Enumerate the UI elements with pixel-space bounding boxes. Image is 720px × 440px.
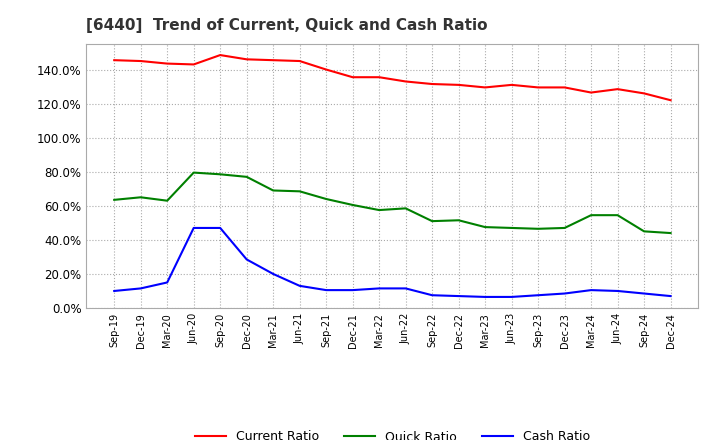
Current Ratio xyxy=(401,79,410,84)
Current Ratio xyxy=(295,59,304,64)
Cash Ratio xyxy=(666,293,675,299)
Current Ratio xyxy=(640,91,649,96)
Quick Ratio xyxy=(163,198,171,203)
Cash Ratio xyxy=(454,293,463,299)
Cash Ratio xyxy=(243,257,251,262)
Current Ratio xyxy=(136,59,145,64)
Quick Ratio xyxy=(481,224,490,230)
Quick Ratio xyxy=(348,202,357,208)
Quick Ratio xyxy=(534,226,542,231)
Quick Ratio xyxy=(243,174,251,180)
Current Ratio xyxy=(613,87,622,92)
Cash Ratio xyxy=(613,288,622,293)
Quick Ratio xyxy=(560,225,569,231)
Current Ratio xyxy=(375,74,384,80)
Quick Ratio xyxy=(110,197,119,202)
Quick Ratio xyxy=(666,231,675,236)
Legend: Current Ratio, Quick Ratio, Cash Ratio: Current Ratio, Quick Ratio, Cash Ratio xyxy=(189,425,595,440)
Current Ratio xyxy=(534,85,542,90)
Quick Ratio xyxy=(454,218,463,223)
Cash Ratio xyxy=(322,287,330,293)
Cash Ratio xyxy=(189,225,198,231)
Current Ratio xyxy=(243,57,251,62)
Cash Ratio xyxy=(269,271,277,277)
Quick Ratio xyxy=(189,170,198,175)
Quick Ratio xyxy=(322,196,330,202)
Cash Ratio xyxy=(560,291,569,296)
Quick Ratio xyxy=(295,189,304,194)
Line: Quick Ratio: Quick Ratio xyxy=(114,172,670,233)
Current Ratio xyxy=(189,62,198,67)
Line: Cash Ratio: Cash Ratio xyxy=(114,228,670,297)
Current Ratio xyxy=(481,85,490,90)
Quick Ratio xyxy=(375,207,384,213)
Cash Ratio xyxy=(216,225,225,231)
Line: Current Ratio: Current Ratio xyxy=(114,55,670,100)
Cash Ratio xyxy=(428,293,436,298)
Quick Ratio xyxy=(428,219,436,224)
Cash Ratio xyxy=(375,286,384,291)
Cash Ratio xyxy=(136,286,145,291)
Cash Ratio xyxy=(587,287,595,293)
Current Ratio xyxy=(508,82,516,88)
Quick Ratio xyxy=(640,229,649,234)
Current Ratio xyxy=(110,58,119,63)
Current Ratio xyxy=(269,58,277,63)
Cash Ratio xyxy=(401,286,410,291)
Current Ratio xyxy=(216,52,225,58)
Quick Ratio xyxy=(508,225,516,231)
Current Ratio xyxy=(666,98,675,103)
Current Ratio xyxy=(560,85,569,90)
Current Ratio xyxy=(454,82,463,88)
Quick Ratio xyxy=(269,188,277,193)
Cash Ratio xyxy=(640,291,649,296)
Current Ratio xyxy=(348,74,357,80)
Text: [6440]  Trend of Current, Quick and Cash Ratio: [6440] Trend of Current, Quick and Cash … xyxy=(86,18,488,33)
Cash Ratio xyxy=(534,293,542,298)
Cash Ratio xyxy=(163,280,171,285)
Quick Ratio xyxy=(613,213,622,218)
Quick Ratio xyxy=(136,194,145,200)
Current Ratio xyxy=(163,61,171,66)
Quick Ratio xyxy=(216,172,225,177)
Cash Ratio xyxy=(110,288,119,293)
Quick Ratio xyxy=(401,206,410,211)
Quick Ratio xyxy=(587,213,595,218)
Cash Ratio xyxy=(508,294,516,300)
Cash Ratio xyxy=(348,287,357,293)
Current Ratio xyxy=(428,81,436,87)
Current Ratio xyxy=(587,90,595,95)
Cash Ratio xyxy=(295,283,304,289)
Cash Ratio xyxy=(481,294,490,300)
Current Ratio xyxy=(322,67,330,72)
